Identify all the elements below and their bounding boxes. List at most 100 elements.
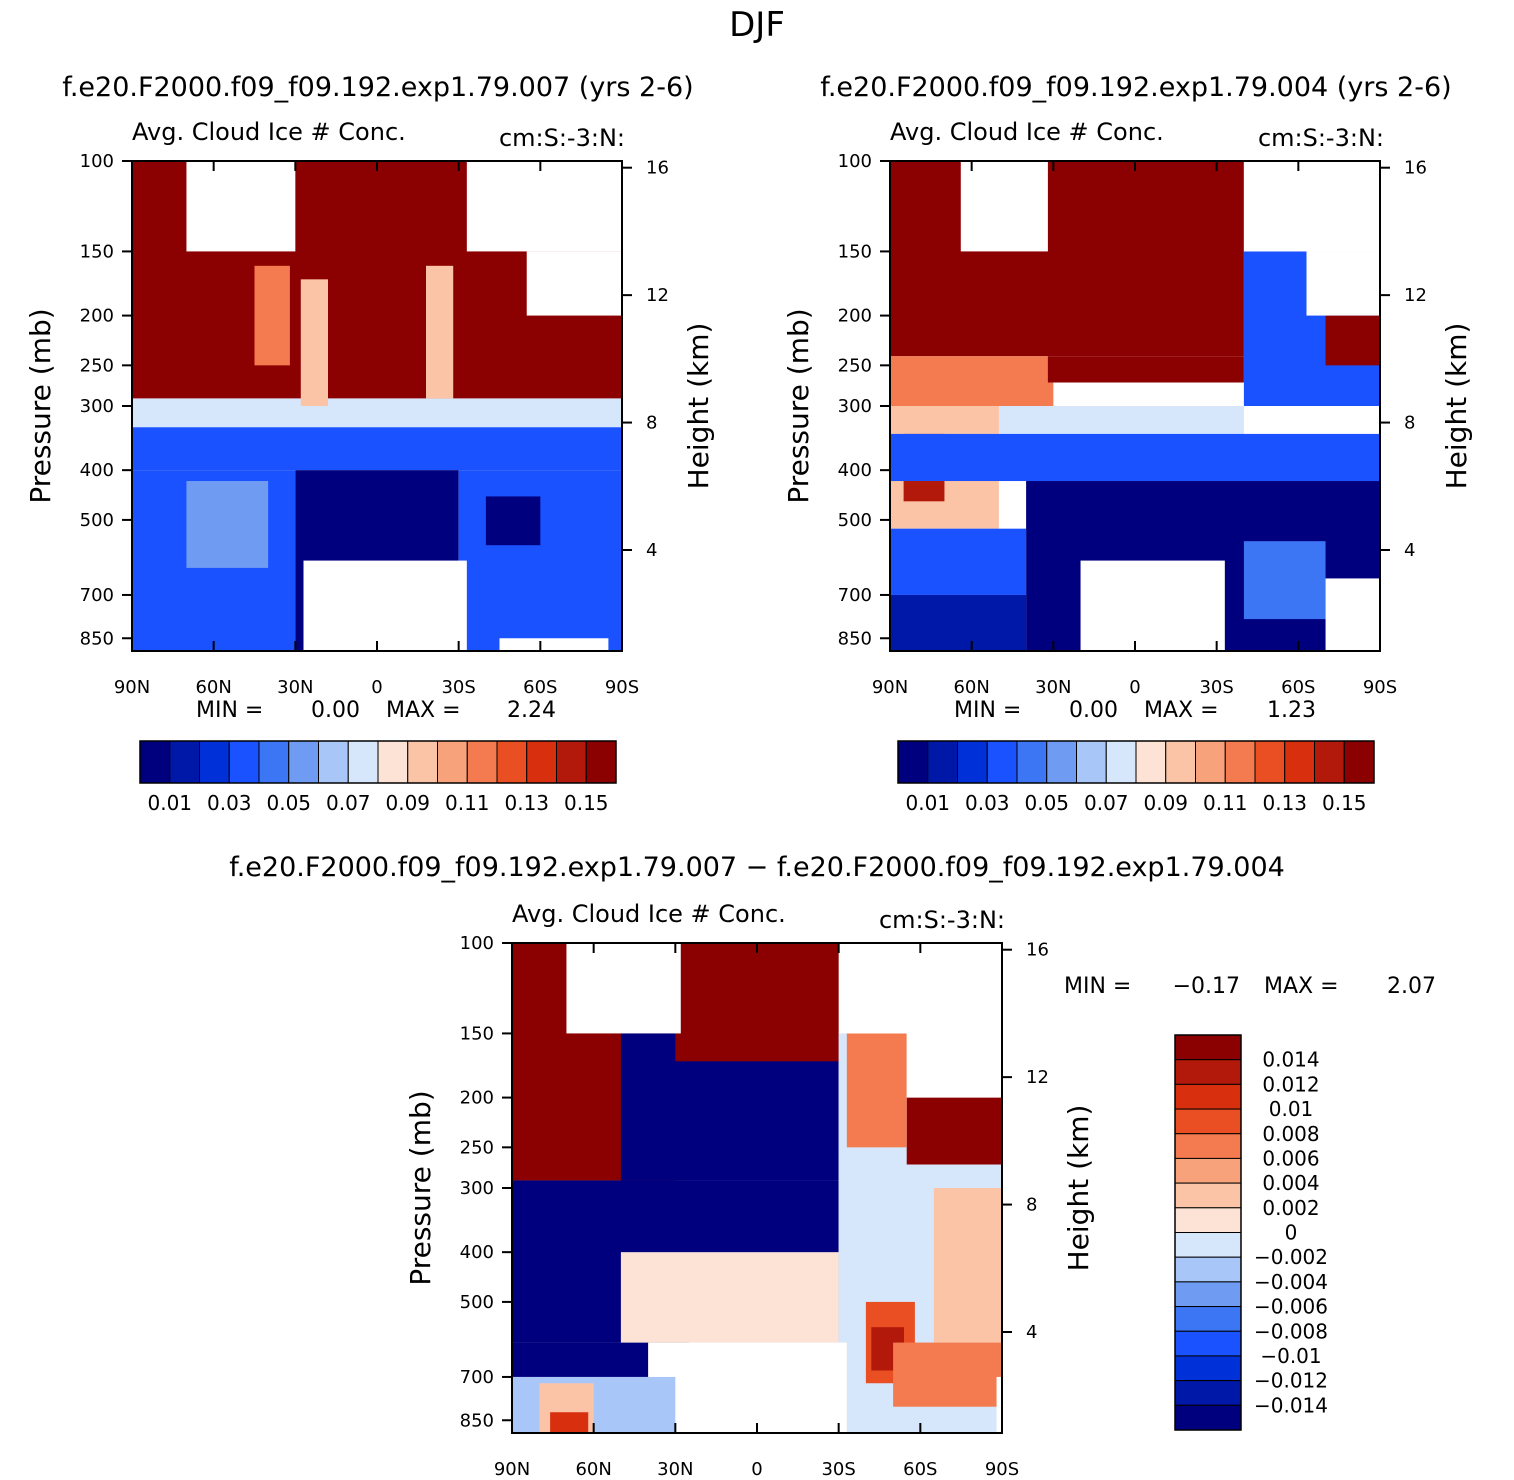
panel-1-max-label: MAX = (386, 698, 461, 723)
colorbar-box (1016, 740, 1048, 784)
y-tick-label: 850 (838, 628, 872, 649)
panel-1-min-label: MIN = (196, 698, 263, 723)
x-tick-label: 60S (523, 677, 557, 698)
y-tick-label: 700 (460, 1367, 494, 1388)
colorbar-box (927, 740, 958, 784)
colorbar-label: −0.012 (1254, 1369, 1328, 1393)
panel-3-field (512, 943, 1002, 1433)
panel-2-ylabel: Pressure (mb) (782, 308, 815, 503)
field-region (132, 398, 622, 428)
y-tick-label: 300 (80, 396, 114, 417)
colorbar-frame (897, 740, 1375, 784)
x-tick-label: 30S (1199, 677, 1233, 698)
panel-3-ylabel-right: Height (km) (1062, 1105, 1095, 1272)
colorbar-box (1174, 1083, 1242, 1110)
panel-2: f.e20.F2000.f09_f09.192.exp1.79.004 (yrs… (782, 72, 1473, 815)
panel-2-min-value: 0.00 (1069, 698, 1118, 723)
panel-1-field (132, 161, 622, 651)
colorbar-box (1174, 1380, 1242, 1406)
colorbar-box (437, 740, 468, 784)
colorbar-label: 0.006 (1262, 1146, 1319, 1170)
y-tick-label: 300 (460, 1178, 494, 1199)
y-tick-label: 200 (838, 306, 872, 327)
field-region (132, 427, 622, 471)
field-region (906, 1097, 1002, 1165)
panel-3-max-value: 2.07 (1387, 974, 1436, 999)
colorbar-label: 0.09 (1143, 791, 1188, 815)
height-tick-label: 8 (1026, 1195, 1037, 1216)
x-tick-label: 60S (1281, 677, 1315, 698)
y-tick-label: 500 (460, 1292, 494, 1313)
panel-3-min-value: −0.17 (1173, 974, 1240, 999)
field-region (1243, 541, 1326, 620)
y-tick-label: 300 (838, 396, 872, 417)
colorbar-box (1284, 740, 1315, 784)
y-tick-label: 250 (838, 355, 872, 376)
field-region (890, 161, 1244, 357)
x-tick-label: 0 (371, 677, 382, 698)
y-tick-label: 250 (460, 1137, 494, 1158)
colorbar-label: 0.13 (1262, 791, 1307, 815)
panel-2-title: f.e20.F2000.f09_f09.192.exp1.79.004 (yrs… (820, 72, 1451, 103)
field-region (890, 433, 1380, 482)
colorbar-box (288, 740, 319, 784)
colorbar-box (1174, 1034, 1242, 1061)
field-region (485, 496, 541, 546)
colorbar-box (986, 740, 1018, 784)
panel-1-min-value: 0.00 (311, 698, 360, 723)
field-region (890, 356, 1054, 406)
figure-title: DJF (729, 5, 785, 45)
field-region (512, 1342, 649, 1377)
colorbar-label: −0.014 (1254, 1393, 1328, 1417)
missing-data-region (960, 161, 1048, 252)
colorbar-label: 0.01 (905, 791, 950, 815)
colorbar-box (1195, 740, 1226, 784)
colorbar-box (318, 740, 349, 784)
field-region (1325, 315, 1380, 366)
height-tick-label: 16 (1404, 158, 1427, 179)
panel-3-variable-label: Avg. Cloud Ice # Conc. (512, 900, 786, 928)
colorbar-box (897, 740, 929, 784)
colorbar-box (1174, 1281, 1242, 1308)
colorbar-label: 0.004 (1262, 1171, 1319, 1195)
colorbar-box (1105, 740, 1137, 784)
y-tick-label: 150 (460, 1023, 494, 1044)
x-tick-label: 30N (277, 677, 313, 698)
y-tick-label: 100 (460, 933, 494, 954)
colorbar-box (496, 740, 528, 784)
height-tick-label: 12 (1026, 1067, 1049, 1088)
missing-data-region (906, 1033, 1002, 1098)
panel-1-title: f.e20.F2000.f09_f09.192.exp1.79.007 (yrs… (62, 72, 693, 103)
panel-1-units-label: cm:S:-3:N: (499, 124, 625, 152)
panel-2-colorbar: 0.01 0.03 0.05 0.07 0.09 0.11 0.13 0.15 (897, 740, 1375, 815)
height-tick-label: 4 (1404, 540, 1415, 561)
panel-2-max-value: 1.23 (1267, 698, 1316, 723)
missing-data-region (996, 1376, 1002, 1433)
colorbar-label: 0.13 (504, 791, 549, 815)
colorbar-box (1076, 740, 1107, 784)
missing-data-region (1325, 578, 1380, 651)
colorbar-label: 0.03 (965, 791, 1010, 815)
colorbar-box (1254, 740, 1286, 784)
colorbar-box (1046, 740, 1077, 784)
colorbar-box (1174, 1108, 1242, 1135)
colorbar-label: 0.05 (266, 791, 311, 815)
y-tick-label: 100 (80, 151, 114, 172)
colorbar-frame (1174, 1034, 1242, 1431)
missing-data-region (303, 560, 467, 651)
colorbar-label: 0.11 (445, 791, 490, 815)
missing-data-region (499, 638, 609, 651)
x-tick-label: 60N (953, 677, 989, 698)
x-tick-label: 0 (751, 1459, 762, 1480)
panel-2-units-label: cm:S:-3:N: (1258, 124, 1384, 152)
panel-3: f.e20.F2000.f09_f09.192.exp1.79.007 − f.… (229, 852, 1436, 1480)
y-tick-label: 400 (460, 1242, 494, 1263)
height-tick-label: 16 (1026, 940, 1049, 961)
panel-1-max-value: 2.24 (507, 698, 556, 723)
colorbar-box (1224, 740, 1256, 784)
x-tick-label: 30S (821, 1459, 855, 1480)
colorbar-label: −0.01 (1260, 1344, 1321, 1368)
panel-1-axes: 90N 60N 30N 0 30S 60S 90S 100 150 200 250 300 400 500… (80, 151, 669, 698)
panel-2-axes: 90N 60N 30N 0 30S 60S 90S 100 150 200 250 300 400 500… (838, 151, 1427, 698)
missing-data-region (186, 161, 296, 252)
